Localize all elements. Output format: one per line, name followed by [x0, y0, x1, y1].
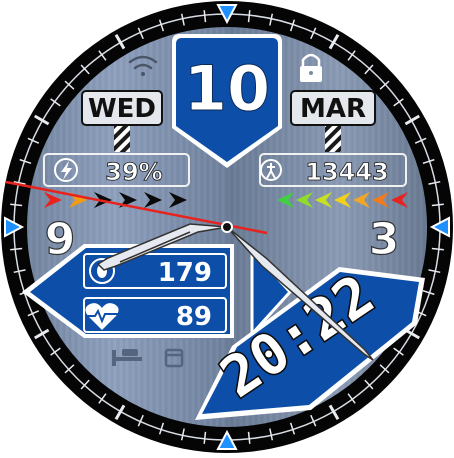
value-1: 179 — [158, 258, 212, 288]
heart-rate: 89 — [176, 302, 212, 332]
battery-percent: 39% — [105, 158, 162, 186]
month-label: MAR — [300, 94, 366, 124]
steps-count: 13443 — [305, 158, 389, 186]
weekday-connector — [114, 126, 130, 152]
day-number: 10 — [184, 52, 270, 125]
center-pin — [222, 222, 232, 232]
weekday-label: WED — [88, 94, 156, 124]
numeral-3: 3 — [369, 214, 400, 265]
month-connector — [325, 126, 341, 152]
